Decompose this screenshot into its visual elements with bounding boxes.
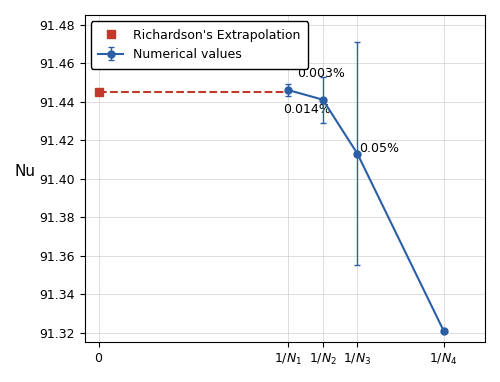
- Legend: Richardson's Extrapolation, Numerical values: Richardson's Extrapolation, Numerical va…: [91, 21, 308, 68]
- Text: 0.003%: 0.003%: [297, 66, 345, 79]
- Text: 0.05%: 0.05%: [359, 142, 399, 155]
- Y-axis label: Nu: Nu: [15, 163, 36, 179]
- Text: 0.014%: 0.014%: [283, 103, 331, 116]
